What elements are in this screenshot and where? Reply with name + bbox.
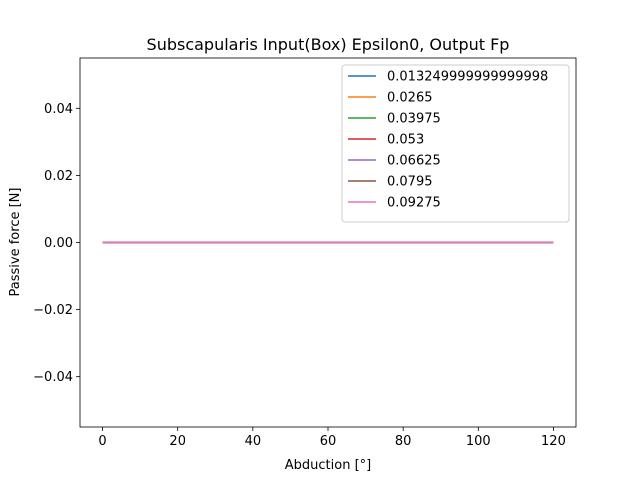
y-axis-title: Passive force [N] [8, 188, 23, 297]
x-tick-label: 0 [98, 434, 106, 449]
y-tick-label: 0.00 [44, 236, 73, 251]
legend-label-5: 0.06625 [387, 154, 441, 169]
legend-label-3: 0.03975 [387, 112, 441, 127]
x-tick-label: 40 [245, 434, 262, 449]
x-tick-label: 100 [466, 434, 491, 449]
legend-label-7: 0.09275 [387, 196, 441, 211]
x-tick-label: 80 [395, 434, 412, 449]
x-tick-label: 60 [320, 434, 337, 449]
legend-box [341, 64, 570, 223]
x-tick-label: 20 [169, 434, 186, 449]
chart-title: Subscapularis Input(Box) Epsilon0, Outpu… [147, 35, 510, 54]
y-tick-label: −0.04 [33, 370, 73, 385]
y-tick-label: 0.04 [44, 102, 73, 117]
legend-label-2: 0.0265 [387, 91, 433, 106]
x-axis-ticks: 0 20 40 60 80 100 120 [98, 427, 566, 449]
legend-label-1: 0.013249999999999998 [387, 70, 548, 85]
legend-label-4: 0.053 [387, 133, 424, 148]
legend: 0.013249999999999998 0.0265 0.03975 0.053 0.… [341, 64, 570, 223]
y-tick-label: −0.02 [33, 303, 73, 318]
x-axis-title: Abduction [°] [285, 458, 371, 473]
x-tick-label: 120 [541, 434, 566, 449]
y-tick-label: 0.02 [44, 169, 73, 184]
y-axis-ticks: −0.04 −0.02 0.00 0.02 0.04 [33, 102, 80, 385]
legend-label-6: 0.0795 [387, 175, 433, 190]
